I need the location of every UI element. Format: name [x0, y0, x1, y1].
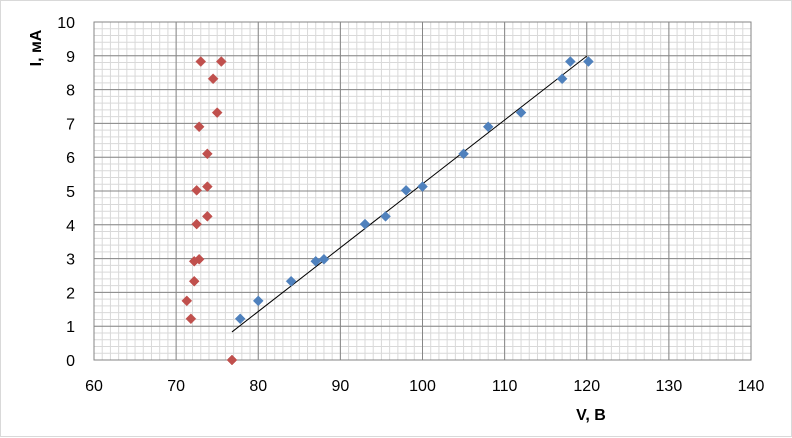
data-markers — [181, 56, 594, 366]
x-tick-label: 140 — [738, 378, 765, 395]
blue-data-point — [380, 210, 391, 222]
y-tick-label: 6 — [66, 150, 75, 167]
red-data-point — [188, 255, 200, 267]
red-data-point — [201, 210, 213, 222]
blue-data-point — [515, 107, 527, 118]
red-data-point — [201, 148, 213, 160]
y-tick-label: 4 — [66, 218, 75, 235]
blue-data-point — [400, 184, 412, 196]
x-tick-label: 70 — [167, 378, 185, 395]
y-tick-labels: 0 1 2 3 4 5 6 7 8 9 10 — [57, 15, 75, 370]
blue-data-point — [417, 181, 428, 192]
red-data-point — [201, 181, 213, 192]
x-tick-labels: 60 70 80 90 100 110 120 130 140 — [85, 378, 764, 395]
plot-area-border — [93, 21, 752, 361]
trendline — [231, 55, 588, 333]
red-data-point — [191, 184, 203, 196]
x-tick-label: 100 — [409, 378, 436, 395]
y-tick-label: 0 — [66, 353, 75, 370]
blue-data-point — [556, 73, 568, 85]
blue-data-point — [234, 313, 246, 325]
x-tick-label: 80 — [249, 378, 267, 395]
blue-data-point — [583, 56, 594, 67]
red-data-point — [193, 121, 205, 133]
blue-data-point — [458, 148, 469, 160]
red-data-point — [191, 218, 203, 230]
blue-data-point — [318, 253, 330, 265]
y-tick-label: 3 — [66, 252, 75, 269]
blue-data-point — [564, 56, 576, 67]
red-data-point — [188, 275, 200, 287]
y-tick-label: 9 — [66, 49, 75, 66]
y-tick-label: 8 — [66, 83, 75, 100]
red-data-point — [215, 56, 227, 67]
red-data-point — [185, 313, 197, 325]
red-data-point — [181, 295, 193, 307]
x-axis-title: V, B — [576, 407, 606, 424]
y-tick-label: 2 — [66, 285, 75, 302]
x-tick-label: 60 — [85, 378, 103, 395]
x-tick-label: 130 — [656, 378, 683, 395]
x-tick-label: 90 — [331, 378, 349, 395]
red-data-point — [211, 107, 223, 118]
red-data-point — [226, 354, 238, 366]
red-data-point — [207, 73, 219, 85]
blue-data-point — [482, 121, 494, 133]
y-axis-title: I, мА — [28, 29, 45, 66]
red-data-point — [195, 56, 207, 67]
blue-data-point — [252, 295, 264, 307]
y-tick-label: 7 — [66, 116, 75, 133]
y-tick-label: 5 — [66, 184, 75, 201]
blue-data-point — [285, 275, 297, 287]
blue-data-point — [310, 255, 322, 267]
x-tick-label: 120 — [573, 378, 600, 395]
blue-data-point — [359, 218, 371, 230]
x-tick-label: 110 — [492, 378, 518, 395]
y-tick-label: 10 — [57, 15, 75, 32]
y-tick-label: 1 — [66, 319, 75, 336]
